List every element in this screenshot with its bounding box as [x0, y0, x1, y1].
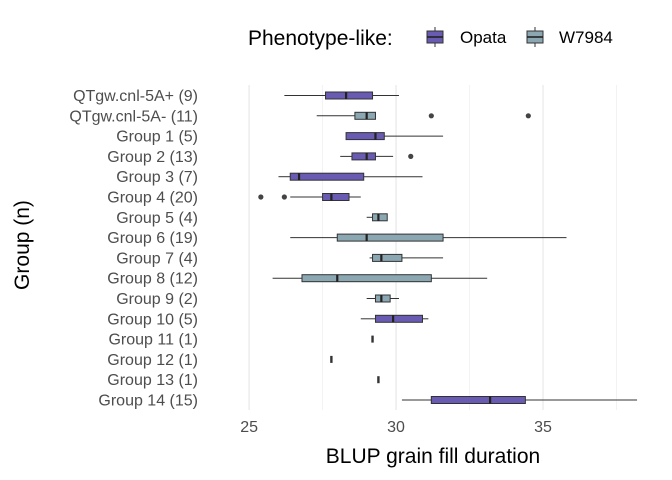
x-tick-labels: 25 30 35: [240, 419, 552, 436]
y-tick-label: Group 10 (5): [107, 311, 198, 328]
box-iqr: [372, 213, 388, 222]
x-axis-title: BLUP grain fill duration: [326, 445, 540, 468]
box-7: [366, 213, 388, 222]
legend-key-opata: Opata: [426, 27, 507, 47]
box-iqr: [289, 172, 365, 181]
box-iqr: [336, 233, 444, 242]
box-iqr: [351, 152, 376, 161]
box-iqr: [322, 193, 350, 201]
box-6: [258, 193, 361, 201]
y-tick-labels: QTgw.cnl-5A+ (9) QTgw.cnl-5A- (11) Group 1…: [69, 88, 198, 410]
y-tick-label: Group 7 (4): [116, 250, 198, 267]
box-iqr: [301, 274, 432, 283]
y-tick-label: QTgw.cnl-5A+ (9): [73, 88, 198, 105]
outlier-point: [428, 113, 434, 119]
box-9: [369, 253, 444, 262]
legend-key-w7984: W7984: [526, 27, 613, 47]
y-tick-label: Group 3 (7): [116, 169, 198, 186]
box-1: [284, 91, 399, 100]
box-2: [316, 111, 531, 120]
box-iqr: [374, 294, 391, 303]
y-tick-label: Group 14 (15): [98, 393, 198, 410]
box-12: [360, 314, 429, 323]
box-iqr: [374, 314, 423, 323]
box-3: [345, 132, 444, 141]
legend-label: W7984: [559, 28, 613, 47]
y-tick-label: Group 9 (2): [116, 291, 198, 308]
x-tick-label: 30: [387, 419, 405, 436]
y-tick-label: Group 2 (13): [107, 149, 198, 166]
box-11: [366, 294, 399, 303]
box-10: [272, 274, 488, 283]
y-tick-label: Group 6 (19): [107, 230, 198, 247]
box-iqr: [430, 396, 526, 404]
y-tick-label: Group 5 (4): [116, 210, 198, 227]
boxes: [258, 91, 638, 404]
outlier-point: [258, 194, 264, 200]
y-axis-title: Group (n): [11, 200, 34, 290]
x-tick-label: 25: [240, 419, 258, 436]
x-tick-label: 35: [534, 419, 552, 436]
box-iqr: [325, 91, 374, 100]
box-4: [340, 152, 414, 161]
y-tick-label: Group 4 (20): [107, 190, 198, 207]
box-iqr: [345, 132, 385, 141]
legend-title: Phenotype-like:: [248, 27, 393, 50]
box-5: [278, 172, 423, 181]
box-16: [401, 396, 638, 404]
outlier-point: [281, 194, 287, 200]
y-tick-label: QTgw.cnl-5A- (11): [69, 108, 198, 125]
box-iqr: [354, 111, 376, 120]
y-tick-label: Group 1 (5): [116, 129, 198, 146]
box-8: [290, 233, 567, 242]
outlier-point: [525, 113, 531, 119]
legend-label: Opata: [460, 28, 507, 47]
y-tick-label: Group 11 (1): [108, 332, 198, 349]
grid-lines: [248, 85, 617, 410]
box-iqr: [372, 253, 403, 262]
y-tick-label: Group 13 (1): [107, 372, 198, 389]
legend: Phenotype-like: Opata W7984: [248, 27, 613, 50]
y-tick-label: Group 12 (1): [107, 352, 198, 369]
outlier-point: [408, 153, 414, 159]
y-tick-label: Group 8 (12): [107, 271, 198, 288]
